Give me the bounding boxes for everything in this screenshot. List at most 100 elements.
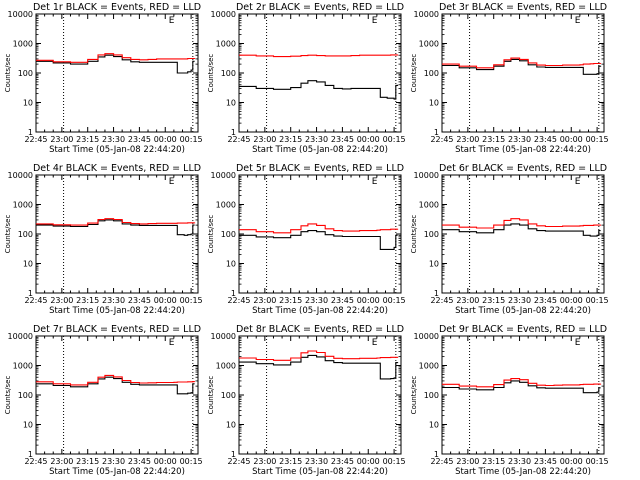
- x-tick-label: 23:30: [102, 457, 125, 466]
- corner-label: E: [575, 16, 581, 26]
- series-lld-line: [239, 350, 399, 361]
- x-tick-label: 00:00: [154, 135, 177, 144]
- series-events-line: [442, 380, 601, 394]
- x-tick-label: 00:00: [357, 457, 380, 466]
- plot-frame: [441, 335, 605, 455]
- y-tick-label: 1000: [13, 40, 33, 49]
- x-axis-label: Start Time (05-Jan-08 22:44:20): [49, 306, 185, 316]
- y-tick-label: 100: [221, 69, 236, 78]
- series-events-line: [36, 54, 195, 74]
- y-tick-label: 10: [429, 99, 439, 108]
- series-lld-line: [442, 218, 602, 229]
- x-tick-label: 22:45: [24, 457, 47, 466]
- x-tick-label: 23:00: [253, 457, 276, 466]
- corner-label: E: [169, 177, 175, 187]
- x-tick-label: 23:00: [253, 135, 276, 144]
- y-tick-label: 100: [424, 391, 439, 400]
- x-tick-label: 23:00: [253, 296, 276, 305]
- series-events-line: [36, 376, 195, 395]
- x-tick-label: 23:15: [76, 296, 99, 305]
- y-tick-label: 1000: [13, 201, 33, 210]
- x-tick-label: 00:00: [560, 457, 583, 466]
- y-tick-label: 10: [226, 260, 236, 269]
- x-tick-label: 23:15: [482, 135, 505, 144]
- x-tick-label: 23:15: [482, 457, 505, 466]
- x-tick-label: 22:45: [24, 135, 47, 144]
- y-tick-label: 100: [18, 69, 33, 78]
- x-tick-label: 00:00: [357, 135, 380, 144]
- corner-label: E: [372, 338, 378, 348]
- corner-label: E: [575, 177, 581, 187]
- y-tick-label: 1000: [216, 40, 236, 49]
- y-tick-label: 1000: [13, 362, 33, 371]
- x-tick-label: 23:45: [331, 135, 354, 144]
- y-tick-label: 10000: [8, 10, 33, 19]
- x-tick-label: 00:00: [154, 296, 177, 305]
- series-events-line: [36, 219, 195, 236]
- y-tick-label: 10: [23, 260, 33, 269]
- x-tick-label: 22:45: [227, 457, 250, 466]
- x-tick-label: 23:30: [508, 296, 531, 305]
- x-tick-label: 23:45: [128, 457, 151, 466]
- x-tick-label: 23:00: [50, 457, 73, 466]
- y-tick-label: 1: [28, 128, 33, 137]
- chart-panel: Det 9r BLACK = Events, RED = LLD 1 10 100 10…: [410, 324, 609, 477]
- y-tick-label: 1: [28, 450, 33, 459]
- chart-title: Det 6r BLACK = Events, RED = LLD: [439, 163, 607, 174]
- y-tick-label: 1: [434, 128, 439, 137]
- x-tick-label: 23:30: [305, 457, 328, 466]
- y-tick-label: 10: [429, 260, 439, 269]
- x-tick-label: 00:15: [180, 457, 203, 466]
- x-tick-label: 23:45: [128, 135, 151, 144]
- x-tick-label: 00:15: [383, 135, 406, 144]
- x-tick-label: 23:45: [331, 296, 354, 305]
- series-lld-line: [36, 374, 196, 386]
- corner-label: E: [372, 177, 378, 187]
- y-tick-label: 10000: [211, 332, 236, 341]
- y-tick-label: 1: [231, 128, 236, 137]
- x-tick-label: 23:15: [482, 296, 505, 305]
- x-tick-label: 23:30: [305, 135, 328, 144]
- y-tick-label: 1000: [216, 362, 236, 371]
- x-tick-label: 23:30: [305, 296, 328, 305]
- x-axis-label: Start Time (05-Jan-08 22:44:20): [49, 145, 185, 155]
- chart-title: Det 5r BLACK = Events, RED = LLD: [236, 163, 404, 174]
- chart-panel: Det 3r BLACK = Events, RED = LLD 1 10 100 10…: [410, 2, 609, 155]
- x-tick-label: 23:45: [128, 296, 151, 305]
- x-tick-label: 00:15: [383, 296, 406, 305]
- y-tick-label: 1000: [216, 201, 236, 210]
- y-tick-label: 10000: [211, 171, 236, 180]
- x-tick-label: 00:00: [154, 457, 177, 466]
- corner-label: E: [372, 16, 378, 26]
- y-tick-label: 100: [221, 230, 236, 239]
- chart-panel: Det 7r BLACK = Events, RED = LLD 1 10 100 10…: [4, 324, 203, 477]
- plot-frame: [35, 174, 199, 294]
- y-tick-label: 10: [226, 421, 236, 430]
- series-lld-line: [442, 378, 602, 388]
- chart-title: Det 2r BLACK = Events, RED = LLD: [236, 2, 404, 13]
- chart-panel: Det 4r BLACK = Events, RED = LLD 1 10 100 10…: [4, 163, 203, 316]
- series-events-line: [239, 80, 399, 100]
- corner-label: E: [169, 338, 175, 348]
- y-axis-label: Counts/sec: [207, 215, 215, 254]
- x-tick-label: 23:00: [456, 296, 479, 305]
- x-tick-label: 22:45: [430, 457, 453, 466]
- x-axis-label: Start Time (05-Jan-08 22:44:20): [252, 145, 388, 155]
- y-tick-label: 1: [434, 289, 439, 298]
- plot-frame: [238, 13, 402, 133]
- series-lld-line: [239, 54, 399, 58]
- y-tick-label: 100: [18, 230, 33, 239]
- plot-frame: [238, 335, 402, 455]
- x-tick-label: 23:15: [279, 135, 302, 144]
- y-tick-label: 1000: [419, 201, 439, 210]
- y-tick-label: 1: [231, 289, 236, 298]
- y-tick-label: 10000: [414, 171, 439, 180]
- x-tick-label: 00:15: [586, 296, 609, 305]
- y-tick-label: 10000: [8, 171, 33, 180]
- x-tick-label: 23:45: [534, 296, 557, 305]
- y-tick-label: 10: [226, 99, 236, 108]
- x-axis-label: Start Time (05-Jan-08 22:44:20): [455, 306, 591, 316]
- y-axis-label: Counts/sec: [4, 215, 12, 254]
- x-tick-label: 00:00: [560, 135, 583, 144]
